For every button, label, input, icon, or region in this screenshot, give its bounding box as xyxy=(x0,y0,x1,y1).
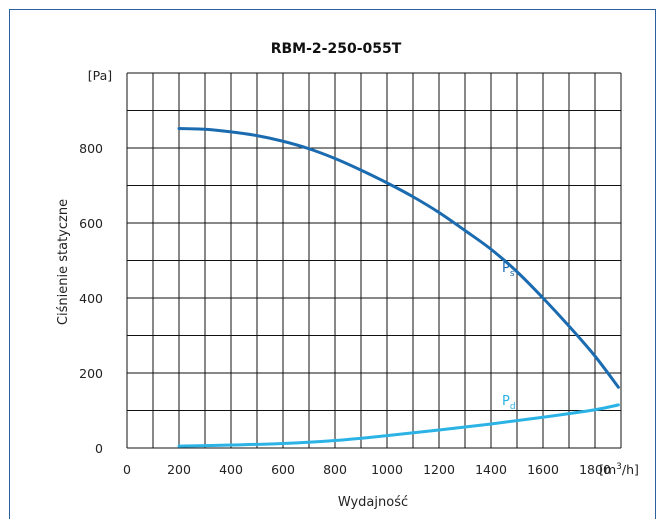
x-tick-label: 400 xyxy=(219,462,243,477)
chart-title: RBM-2-250-055T xyxy=(271,41,402,57)
series-label-ps: Ps xyxy=(502,261,515,279)
y-axis-label: Ciśnienie statyczne xyxy=(56,199,71,325)
x-tick-label: 1800 xyxy=(579,462,611,477)
tick-labels: 0 200 400 600 800 1000 1200 1400 1600 1800 0 200 400… xyxy=(79,141,611,477)
x-tick-label: 200 xyxy=(167,462,191,477)
x-tick-label: 1600 xyxy=(527,462,559,477)
y-axis-unit: [Pa] xyxy=(88,68,112,83)
series-label-pd: Pd xyxy=(502,394,516,412)
x-tick-label: 1000 xyxy=(371,462,403,477)
y-tick-label: 800 xyxy=(79,141,103,156)
series-line-ps xyxy=(179,129,618,388)
series-layer: Ps Pd xyxy=(179,129,618,447)
x-tick-label: 600 xyxy=(271,462,295,477)
x-tick-label: 800 xyxy=(323,462,347,477)
series-line-pd xyxy=(179,405,618,446)
x-tick-label: 0 xyxy=(123,462,131,477)
y-tick-label: 200 xyxy=(79,366,103,381)
x-tick-label: 1400 xyxy=(475,462,507,477)
y-tick-label: 600 xyxy=(79,216,103,231)
x-tick-label: 1200 xyxy=(423,462,455,477)
y-tick-label: 400 xyxy=(79,291,103,306)
y-tick-label: 0 xyxy=(95,441,103,456)
x-axis-label: Wydajność xyxy=(338,495,408,510)
